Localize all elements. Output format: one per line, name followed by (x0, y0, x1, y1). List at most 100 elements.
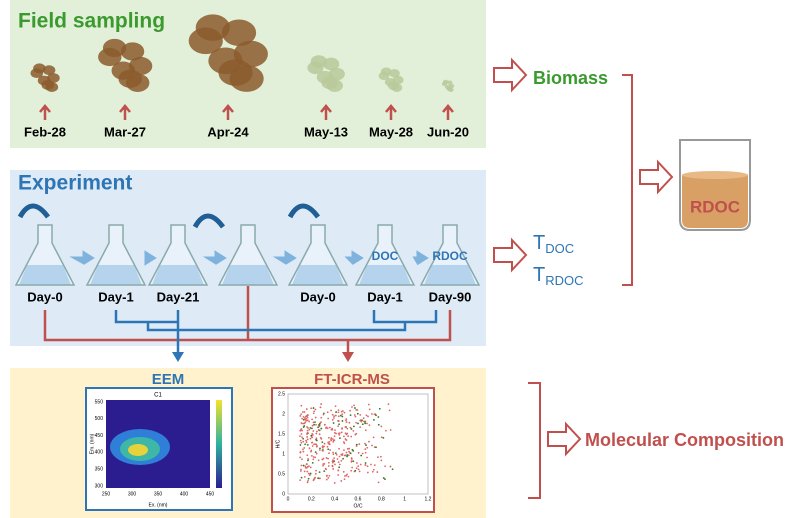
point (354, 469, 357, 472)
point (355, 443, 358, 446)
point (332, 451, 334, 454)
point (309, 472, 312, 475)
point (325, 468, 327, 471)
point (375, 414, 377, 417)
point (302, 415, 305, 418)
fticr-x-tick: 0 (287, 496, 290, 502)
flask-liquid (292, 265, 344, 285)
point (378, 407, 381, 410)
point (379, 455, 382, 458)
point (327, 448, 330, 451)
point (314, 472, 317, 475)
fticr-x-tick: 1.2 (425, 496, 432, 502)
point (351, 406, 353, 408)
point (339, 437, 341, 440)
point (307, 432, 310, 435)
point (307, 472, 310, 475)
point (333, 482, 336, 484)
fticr-title: FT-ICR-MS (314, 371, 390, 388)
t-rdoc: TRDOC (533, 264, 584, 288)
point (308, 474, 311, 476)
point (326, 411, 329, 414)
point (322, 449, 324, 452)
point (314, 451, 317, 454)
point (318, 433, 321, 436)
plant (441, 79, 455, 92)
point (303, 411, 306, 413)
point (302, 437, 305, 440)
point (373, 446, 376, 449)
point (349, 452, 352, 455)
point (312, 430, 315, 432)
day-label: Day-1 (367, 289, 402, 304)
point (332, 453, 335, 456)
cycle-arrow (17, 203, 51, 219)
point (357, 468, 360, 471)
point (373, 413, 376, 416)
fticr-x-tick: 0.6 (355, 496, 362, 502)
point (329, 426, 331, 429)
point (334, 429, 336, 432)
point (350, 428, 353, 430)
eem-y-tick: 300 (95, 483, 104, 489)
point (346, 427, 349, 430)
point (302, 448, 304, 451)
point (380, 425, 383, 428)
point (346, 455, 348, 458)
point (345, 451, 348, 454)
arrowhead (342, 352, 354, 362)
point (315, 437, 318, 440)
point (328, 440, 331, 443)
point (314, 408, 317, 411)
point (359, 426, 362, 429)
point (389, 465, 392, 468)
point (364, 429, 367, 432)
point (314, 456, 317, 459)
point (341, 413, 344, 416)
point (300, 404, 303, 407)
point (306, 414, 309, 416)
point (358, 443, 361, 445)
eem-y-tick: 400 (95, 450, 104, 456)
point (303, 425, 306, 427)
point (340, 480, 343, 482)
day-label: Day-90 (429, 289, 472, 304)
sub: DOC (545, 241, 574, 256)
point (300, 433, 303, 435)
point (332, 468, 335, 470)
point (363, 420, 365, 423)
point (368, 408, 371, 411)
flow-arrow (202, 250, 227, 265)
cycle-arrow (192, 213, 226, 229)
point (337, 432, 340, 435)
point (359, 413, 362, 416)
point (313, 410, 316, 413)
fticr-y-tick: 2 (282, 411, 285, 417)
point (308, 447, 311, 450)
point (318, 423, 321, 425)
point (309, 426, 312, 429)
flask-liquid (90, 265, 142, 285)
point (315, 423, 317, 426)
point (331, 438, 334, 440)
point (326, 445, 329, 448)
point (331, 461, 334, 464)
point (345, 474, 348, 477)
point (300, 413, 303, 416)
point (351, 466, 354, 469)
point (322, 464, 325, 467)
arrows (493, 57, 674, 457)
point (299, 444, 302, 446)
point (323, 423, 326, 426)
point (327, 461, 330, 464)
point (299, 456, 302, 459)
point (305, 441, 308, 444)
point (326, 427, 329, 430)
eem-y-tick: 550 (95, 399, 104, 405)
sub: RDOC (545, 273, 583, 288)
point (344, 432, 347, 435)
point (320, 416, 323, 419)
point (355, 409, 358, 411)
point (331, 427, 334, 430)
